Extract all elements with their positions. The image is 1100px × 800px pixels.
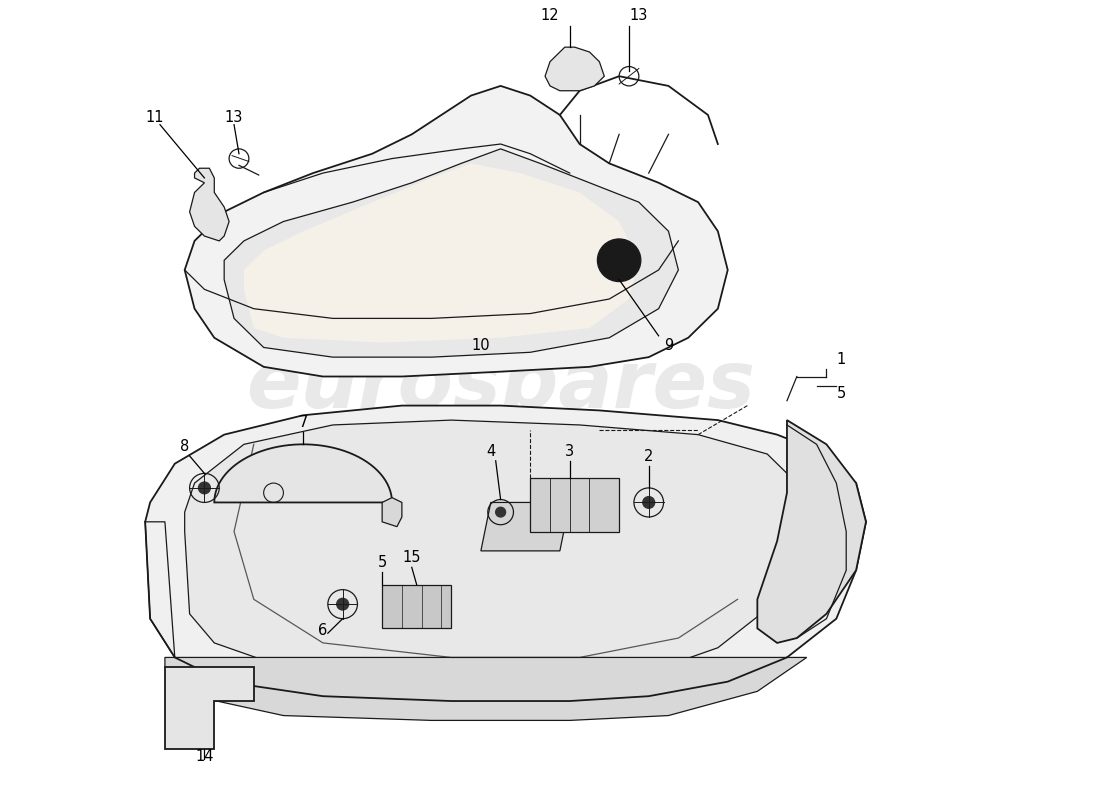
Text: a passion for parts since 1985: a passion for parts since 1985	[322, 452, 679, 476]
Text: 2: 2	[644, 449, 653, 464]
Polygon shape	[382, 498, 402, 526]
Text: 12: 12	[541, 8, 559, 23]
Circle shape	[609, 250, 629, 270]
Circle shape	[642, 497, 654, 508]
Text: eurospares: eurospares	[246, 347, 755, 426]
Text: 15: 15	[403, 550, 421, 566]
Text: 14: 14	[195, 749, 213, 764]
Text: 4: 4	[486, 444, 495, 459]
Circle shape	[597, 239, 641, 282]
Polygon shape	[224, 149, 679, 357]
Polygon shape	[185, 420, 806, 677]
Polygon shape	[546, 47, 604, 90]
Polygon shape	[189, 168, 229, 241]
Text: 7: 7	[298, 414, 308, 430]
Polygon shape	[214, 444, 392, 502]
Text: 6: 6	[318, 623, 328, 638]
Text: 8: 8	[180, 439, 189, 454]
Bar	[530, 478, 619, 531]
Text: 9: 9	[664, 338, 673, 353]
Polygon shape	[757, 420, 866, 643]
Polygon shape	[481, 502, 570, 551]
Polygon shape	[145, 406, 866, 706]
Text: 10: 10	[472, 338, 491, 353]
Text: 1: 1	[836, 352, 846, 367]
Polygon shape	[244, 163, 639, 342]
Polygon shape	[185, 86, 728, 377]
Text: 5: 5	[836, 386, 846, 402]
Polygon shape	[165, 667, 254, 750]
Text: 13: 13	[224, 110, 243, 125]
Bar	[382, 585, 451, 628]
Polygon shape	[165, 658, 806, 721]
Text: 11: 11	[146, 110, 164, 125]
Circle shape	[337, 598, 349, 610]
Circle shape	[496, 507, 506, 517]
Text: 5: 5	[377, 555, 387, 570]
Text: 13: 13	[629, 8, 648, 23]
Circle shape	[198, 482, 210, 494]
Text: 3: 3	[565, 444, 574, 459]
